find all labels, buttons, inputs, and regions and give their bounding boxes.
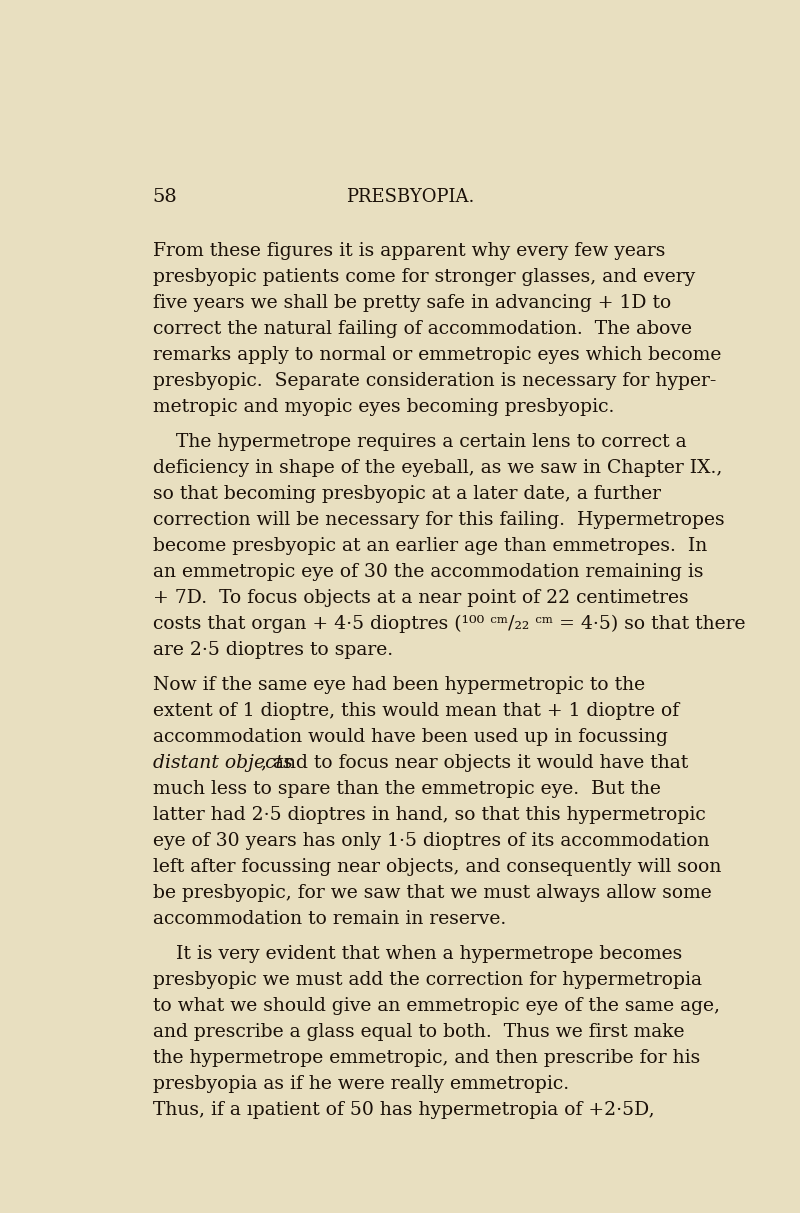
Text: accommodation to remain in reserve.: accommodation to remain in reserve. [153, 910, 506, 928]
Text: The hypermetrope requires a certain lens to correct a: The hypermetrope requires a certain lens… [176, 433, 687, 451]
Text: presbyopic we must add the correction for hypermetropia: presbyopic we must add the correction fo… [153, 970, 702, 989]
Text: presbyopic.  Separate consideration is necessary for hyper-: presbyopic. Separate consideration is ne… [153, 371, 716, 389]
Text: Now if the same eye had been hypermetropic to the: Now if the same eye had been hypermetrop… [153, 676, 645, 694]
Text: five years we shall be pretty safe in advancing + 1D to: five years we shall be pretty safe in ad… [153, 294, 671, 312]
Text: accommodation would have been used up in focussing: accommodation would have been used up in… [153, 728, 667, 746]
Text: left after focussing near objects, and consequently will soon: left after focussing near objects, and c… [153, 858, 721, 876]
Text: be presbyopic, for we saw that we must always allow some: be presbyopic, for we saw that we must a… [153, 883, 711, 901]
Text: eye of 30 years has only 1·5 dioptres of its accommodation: eye of 30 years has only 1·5 dioptres of… [153, 832, 710, 849]
Text: correction will be necessary for this failing.  Hypermetropes: correction will be necessary for this fa… [153, 511, 724, 529]
Text: to what we should give an emmetropic eye of the same age,: to what we should give an emmetropic eye… [153, 997, 720, 1015]
Text: are 2·5 dioptres to spare.: are 2·5 dioptres to spare. [153, 640, 393, 659]
Text: distant objects: distant objects [153, 753, 293, 771]
Text: It is very evident that when a hypermetrope becomes: It is very evident that when a hypermetr… [176, 945, 682, 963]
Text: presbyopic patients come for stronger glasses, and every: presbyopic patients come for stronger gl… [153, 268, 695, 286]
Text: become presbyopic at an earlier age than emmetropes.  In: become presbyopic at an earlier age than… [153, 536, 707, 554]
Text: metropic and myopic eyes becoming presbyopic.: metropic and myopic eyes becoming presby… [153, 398, 614, 416]
Text: and prescribe a glass equal to both.  Thus we first make: and prescribe a glass equal to both. Thu… [153, 1023, 684, 1041]
Text: From these figures it is apparent why every few years: From these figures it is apparent why ev… [153, 241, 665, 260]
Text: the hypermetrope emmetropic, and then prescribe for his: the hypermetrope emmetropic, and then pr… [153, 1049, 700, 1066]
Text: extent of 1 dioptre, this would mean that + 1 dioptre of: extent of 1 dioptre, this would mean tha… [153, 702, 679, 719]
Text: so that becoming presbyopic at a later date, a further: so that becoming presbyopic at a later d… [153, 485, 661, 503]
Text: costs that organ + 4·5 dioptres (¹⁰⁰ ᶜᵐ/₂₂ ᶜᵐ = 4·5) so that there: costs that organ + 4·5 dioptres (¹⁰⁰ ᶜᵐ/… [153, 615, 746, 633]
Text: correct the natural failing of accommodation.  The above: correct the natural failing of accommoda… [153, 320, 692, 337]
Text: remarks apply to normal or emmetropic eyes which become: remarks apply to normal or emmetropic ey… [153, 346, 721, 364]
Text: , and to focus near objects it would have that: , and to focus near objects it would hav… [261, 753, 688, 771]
Text: Thus, if a ıpatient of 50 has hypermetropia of +2·5D,: Thus, if a ıpatient of 50 has hypermetro… [153, 1100, 654, 1118]
Text: deficiency in shape of the eyeball, as we saw in Chapter IX.,: deficiency in shape of the eyeball, as w… [153, 459, 722, 477]
Text: 58: 58 [153, 188, 178, 205]
Text: an emmetropic eye of 30 the accommodation remaining is: an emmetropic eye of 30 the accommodatio… [153, 563, 703, 581]
Text: latter had 2·5 dioptres in hand, so that this hypermetropic: latter had 2·5 dioptres in hand, so that… [153, 805, 706, 824]
Text: much less to spare than the emmetropic eye.  But the: much less to spare than the emmetropic e… [153, 780, 661, 798]
Text: presbyopia as if he were really emmetropic.: presbyopia as if he were really emmetrop… [153, 1075, 569, 1093]
Text: + 7D.  To focus objects at a near point of 22 centimetres: + 7D. To focus objects at a near point o… [153, 588, 688, 606]
Text: PRESBYOPIA.: PRESBYOPIA. [346, 188, 474, 205]
